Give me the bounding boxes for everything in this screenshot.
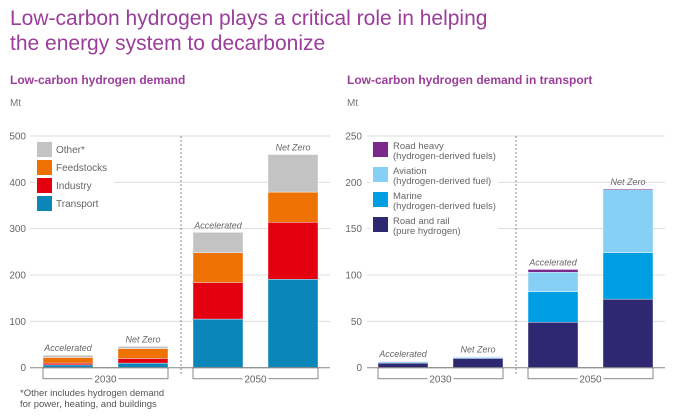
chart-1-group-label: 2030 (94, 375, 117, 386)
chart-1-legend-swatch (37, 178, 52, 193)
chart-2-unit: Mt (347, 98, 359, 109)
chart-1-legend-label: Transport (56, 199, 99, 210)
chart-1-bar-segment-feedstocks (192, 252, 244, 283)
chart-2-title: Low-carbon hydrogen demand in transport (347, 73, 593, 87)
chart-2-y-tick-label: 0 (356, 363, 362, 374)
chart-1-group-label: 2050 (244, 375, 267, 386)
chart-1-bar-segment-other (267, 154, 319, 193)
chart-1-y-tick-label: 300 (9, 224, 26, 235)
chart-1-bar-segment-transport (267, 278, 319, 368)
chart-1-legend-swatch (37, 196, 52, 211)
chart-2-bar-label: Accelerated (378, 349, 428, 359)
chart-1-unit: Mt (10, 98, 22, 109)
chart-1-y-tick-label: 500 (9, 132, 26, 143)
footnote-line-2: for power, heating, and buildings (20, 399, 157, 410)
footnote: *Other includes hydrogen demand for powe… (20, 388, 164, 410)
chart-2-legend-label-detail: (hydrogen-derived fuels) (393, 151, 496, 162)
chart-1-title: Low-carbon hydrogen demand (10, 73, 186, 87)
chart-2-legend-label: Road heavy (393, 141, 444, 152)
chart-2-legend-label: Marine (393, 191, 422, 202)
chart-2-group-label: 2050 (579, 375, 602, 386)
chart-2-group-label: 2030 (429, 375, 452, 386)
chart-2-legend-swatch (373, 142, 388, 157)
chart-1-legend-label: Other* (56, 145, 85, 156)
chart-1-legend-swatch (37, 142, 52, 157)
chart-1-y-tick-label: 100 (9, 317, 26, 328)
title-line-2: the energy system to decarbonize (10, 32, 326, 55)
chart-1-group-label-bg (92, 373, 119, 384)
chart-1-legend-label: Industry (56, 181, 92, 192)
chart-1-bar-label: Accelerated (43, 343, 93, 353)
chart-2-bar-segment-road (602, 188, 654, 190)
chart-2-bar-label: Accelerated (528, 257, 578, 267)
chart-1-group-label-bg (242, 373, 269, 384)
chart-2-bar-segment-road (602, 298, 654, 368)
chart-2-legend-label: Aviation (393, 166, 427, 177)
footnote-line-1: *Other includes hydrogen demand (20, 388, 165, 399)
chart-2-legend-label-detail: (pure hydrogen) (393, 226, 461, 237)
chart-2-bar-segment-marine (527, 291, 579, 323)
chart-2-bar-segment-aviation (527, 272, 579, 292)
chart-2-legend-label: Road and rail (393, 216, 450, 227)
chart-2-bar-segment-road (527, 269, 579, 273)
chart-1-legend-label: Feedstocks (56, 163, 107, 174)
chart-2-legend-swatch (373, 217, 388, 232)
chart-2-group-label-bg (577, 373, 604, 384)
chart-1-bar-label: Net Zero (275, 143, 310, 153)
chart-2-legend-bg (370, 139, 498, 241)
chart-2-bar-label: Net Zero (610, 177, 645, 187)
chart-1-bar-segment-feedstocks (267, 191, 319, 223)
chart-1-bar-label: Net Zero (125, 334, 160, 344)
chart-2-legend-swatch (373, 192, 388, 207)
chart-2-bar-segment-aviation (602, 189, 654, 253)
chart-1-bar-segment-transport (192, 318, 244, 368)
chart-1-bar-segment-industry (42, 362, 94, 366)
chart-2-y-tick-label: 150 (345, 224, 362, 235)
chart-2-legend-label-detail: (hydrogen-derived fuels) (393, 201, 496, 212)
chart-1-bar-segment-other (42, 354, 94, 358)
chart-1-bar-segment-industry (117, 358, 169, 364)
chart-2-bar-label: Net Zero (460, 345, 495, 355)
chart-1-bar-label: Accelerated (193, 220, 243, 230)
chart-2-bar-segment-road (452, 358, 504, 368)
chart-2-y-tick-label: 50 (351, 317, 363, 328)
chart-2-group-label-bg (427, 373, 454, 384)
chart-2-y-tick-label: 100 (345, 271, 362, 282)
chart-1-y-tick-label: 0 (20, 363, 26, 374)
chart-2-legend-label-detail: (hydrogen-derived fuel) (393, 176, 491, 187)
title-line-1: Low-carbon hydrogen plays a critical rol… (10, 7, 488, 30)
chart-1-bar-segment-industry (192, 282, 244, 320)
chart-1-y-tick-label: 200 (9, 271, 26, 282)
chart-1-y-tick-label: 400 (9, 178, 26, 189)
chart-1-legend-swatch (37, 160, 52, 175)
chart-2-bar-segment-road (527, 322, 579, 368)
chart-1-bar-segment-industry (267, 221, 319, 280)
page-title: Low-carbon hydrogen plays a critical rol… (10, 6, 487, 56)
chart-1-bar-segment-other (117, 346, 169, 349)
chart-2-y-tick-label: 200 (345, 178, 362, 189)
chart-1-bar-segment-feedstocks (117, 348, 169, 359)
chart-1-bar-segment-transport (117, 362, 169, 368)
chart-1-bar-segment-other (192, 232, 244, 253)
chart-2-y-tick-label: 250 (345, 132, 362, 143)
chart-2-bar-segment-marine (602, 252, 654, 300)
chart-2-legend-swatch (373, 167, 388, 182)
chart-2-bar-segment-road (377, 362, 429, 368)
chart-1-bar-segment-feedstocks (42, 357, 94, 364)
